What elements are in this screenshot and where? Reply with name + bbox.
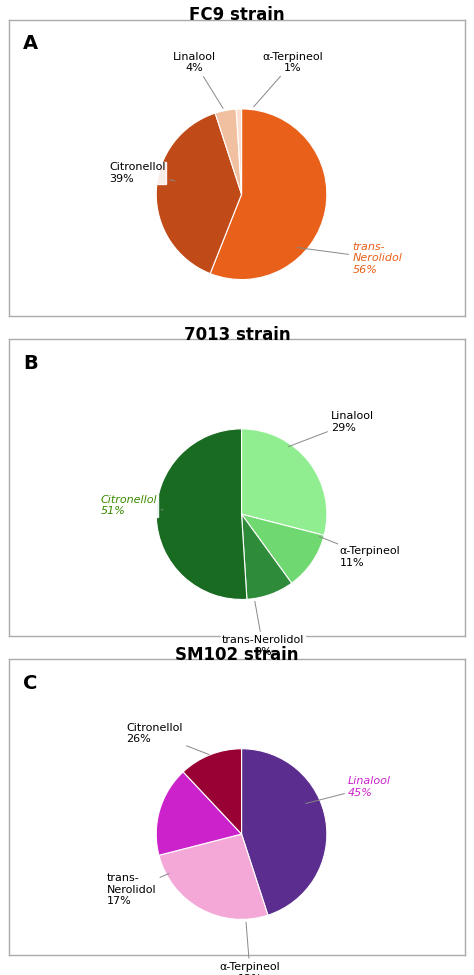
Title: FC9 strain: FC9 strain [189,6,285,24]
Text: C: C [23,674,37,693]
Text: A: A [23,34,38,54]
Text: B: B [23,354,38,373]
Title: SM102 strain: SM102 strain [175,645,299,664]
Title: 7013 strain: 7013 strain [184,326,290,344]
